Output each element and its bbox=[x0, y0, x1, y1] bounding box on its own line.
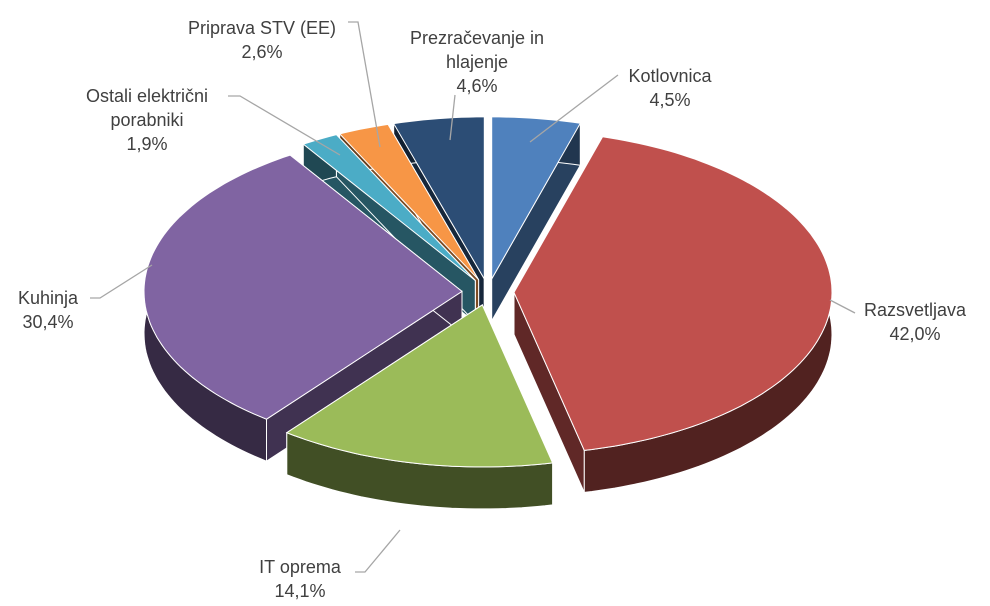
data-label: Ostali električni porabniki 1,9% bbox=[62, 84, 232, 156]
label-text: 4,5% bbox=[649, 90, 691, 110]
label-text: 1,9% bbox=[126, 134, 168, 154]
label-text: 14,1% bbox=[274, 581, 326, 601]
leader-line bbox=[529, 74, 619, 143]
data-label: Prezračevanje in hlajenje 4,6% bbox=[392, 26, 562, 98]
leader-line bbox=[228, 95, 341, 156]
label-text: 2,6% bbox=[241, 42, 283, 62]
slice bbox=[338, 123, 480, 281]
label-text: Priprava STV (EE) bbox=[187, 18, 337, 38]
data-label: Razsvetljava 42,0% bbox=[845, 298, 985, 346]
leader-line bbox=[348, 21, 381, 148]
data-label: Kuhinja 30,4% bbox=[3, 286, 93, 334]
slice bbox=[302, 134, 476, 281]
slice bbox=[143, 154, 463, 420]
data-label: Priprava STV (EE) 2,6% bbox=[162, 16, 362, 64]
leader-line bbox=[449, 94, 456, 141]
leader-line bbox=[829, 299, 856, 314]
slice bbox=[491, 116, 582, 281]
label-text: Ostali električni porabniki bbox=[85, 86, 209, 130]
slice bbox=[513, 136, 833, 451]
label-text: IT oprema bbox=[259, 557, 341, 577]
leader-line bbox=[90, 264, 153, 299]
label-text: Kotlovnica bbox=[628, 66, 712, 86]
label-text: Prezračevanje in hlajenje bbox=[409, 28, 545, 72]
label-text: Razsvetljava bbox=[863, 300, 967, 320]
label-text: 4,6% bbox=[456, 76, 498, 96]
slice bbox=[285, 304, 554, 468]
slice bbox=[392, 116, 485, 281]
data-label: IT oprema 14,1% bbox=[230, 555, 370, 603]
label-text: 42,0% bbox=[889, 324, 941, 344]
data-label: Kotlovnica 4,5% bbox=[610, 64, 730, 112]
label-text: Kuhinja bbox=[17, 288, 79, 308]
leader-line bbox=[355, 529, 401, 573]
label-text: 30,4% bbox=[22, 312, 74, 332]
